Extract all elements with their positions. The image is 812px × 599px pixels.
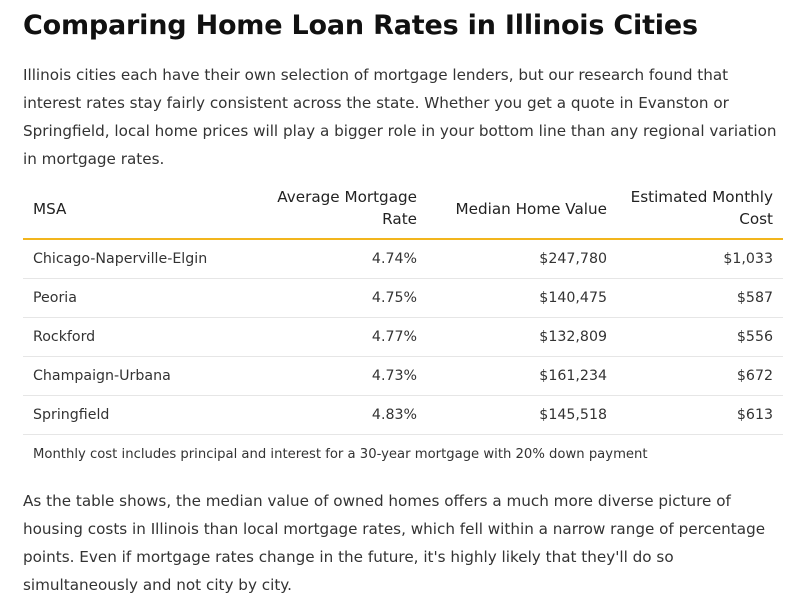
cell-monthly-cost: $672 — [617, 356, 783, 396]
table-footnote-row: Monthly cost includes principal and inte… — [23, 434, 783, 475]
page-title: Comparing Home Loan Rates in Illinois Ci… — [23, 10, 698, 41]
cell-home-value: $145,518 — [427, 395, 617, 435]
cell-home-value: $247,780 — [427, 239, 617, 279]
cell-home-value: $140,475 — [427, 278, 617, 318]
table-row: Springfield 4.83% $145,518 $613 — [23, 395, 783, 435]
table-row: Peoria 4.75% $140,475 $587 — [23, 278, 783, 318]
column-header-msa: MSA — [23, 186, 233, 240]
table-header-row: MSA Average Mortgage Rate Median Home Va… — [23, 186, 783, 240]
cell-rate: 4.77% — [233, 317, 427, 357]
cell-monthly-cost: $613 — [617, 395, 783, 435]
cell-rate: 4.74% — [233, 239, 427, 279]
cell-msa: Springfield — [23, 395, 233, 435]
intro-paragraph: Illinois cities each have their own sele… — [23, 66, 777, 168]
cell-monthly-cost: $587 — [617, 278, 783, 318]
column-header-home-value: Median Home Value — [427, 186, 617, 240]
cell-msa: Rockford — [23, 317, 233, 357]
article: Comparing Home Loan Rates in Illinois Ci… — [23, 10, 783, 594]
table-row: Rockford 4.77% $132,809 $556 — [23, 317, 783, 357]
cell-rate: 4.75% — [233, 278, 427, 318]
cell-msa: Chicago-Naperville-Elgin — [23, 239, 233, 279]
outro-paragraph: As the table shows, the median value of … — [23, 491, 766, 594]
mortgage-rates-table: MSA Average Mortgage Rate Median Home Va… — [23, 186, 783, 475]
cell-msa: Peoria — [23, 278, 233, 318]
cell-rate: 4.73% — [233, 356, 427, 396]
column-header-rate: Average Mortgage Rate — [233, 186, 427, 240]
cell-rate: 4.83% — [233, 395, 427, 435]
table-row: Chicago-Naperville-Elgin 4.74% $247,780 … — [23, 239, 783, 279]
cell-monthly-cost: $1,033 — [617, 239, 783, 279]
cell-monthly-cost: $556 — [617, 317, 783, 357]
table-footnote: Monthly cost includes principal and inte… — [33, 447, 648, 462]
cell-home-value: $161,234 — [427, 356, 617, 396]
table-row: Champaign-Urbana 4.73% $161,234 $672 — [23, 356, 783, 396]
column-header-monthly-cost: Estimated Monthly Cost — [617, 186, 783, 240]
cell-msa: Champaign-Urbana — [23, 356, 233, 396]
cell-home-value: $132,809 — [427, 317, 617, 357]
